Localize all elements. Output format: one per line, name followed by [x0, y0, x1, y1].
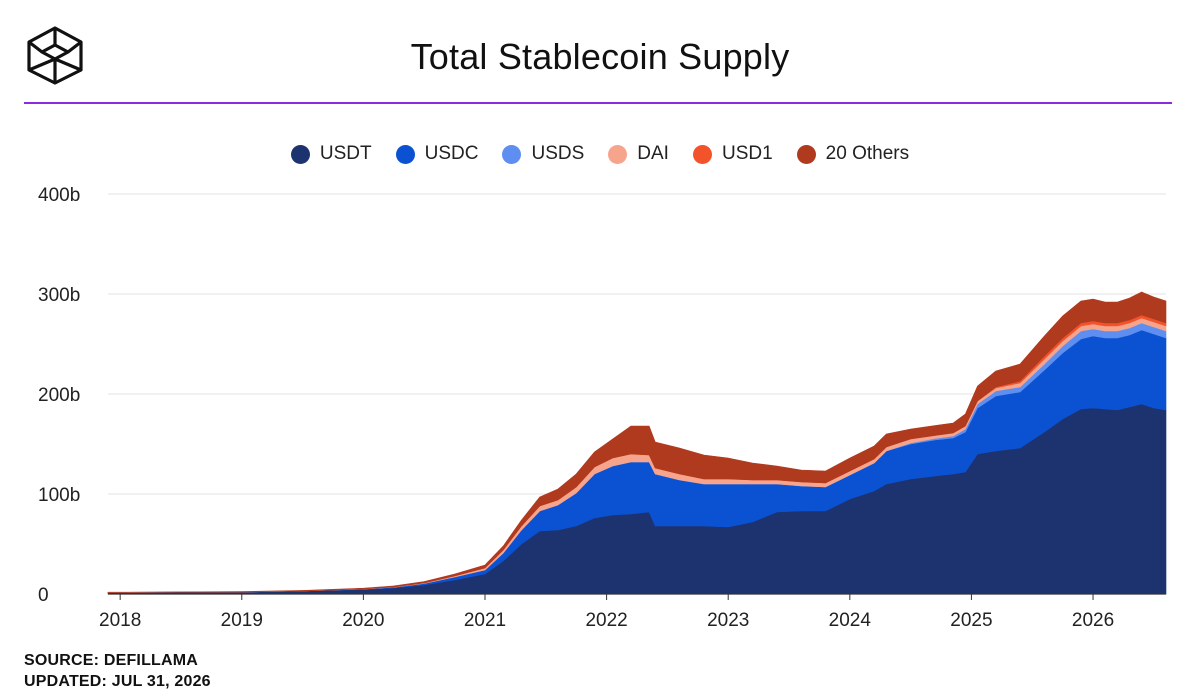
legend-label: DAI	[637, 143, 669, 164]
legend-item-usds: USDS	[502, 143, 584, 165]
x-tick-label: 2026	[1072, 610, 1114, 631]
stacked-area-chart: 0 100b 200b 300b 400b 2018 2019 2020 2021 2022 202…	[38, 185, 1167, 631]
x-tick-label: 2023	[707, 610, 749, 631]
legend-swatch	[692, 144, 712, 164]
y-tick-label: 300b	[38, 285, 80, 306]
header: Total Stablecoin Supply	[0, 0, 1200, 104]
x-tick-label: 2024	[829, 610, 872, 631]
legend-swatch	[502, 144, 522, 164]
legend-item-usdc: USDC	[395, 143, 479, 165]
x-tick-label: 2019	[221, 610, 263, 631]
chart-legend: USDT USDC USDS DAI USD1 20 Others	[0, 140, 1200, 168]
legend-item-20-others: 20 Others	[796, 143, 910, 165]
footer: SOURCE: DEFILLAMA UPDATED: JUL 31, 2026	[24, 650, 211, 692]
source-label: SOURCE: DEFILLAMA	[24, 652, 199, 669]
legend-label: USDS	[531, 143, 585, 164]
header-divider	[24, 102, 1172, 104]
cube-logo-icon	[27, 26, 83, 85]
x-tick-label: 2025	[950, 610, 992, 631]
legend-item-usdt: USDT	[290, 143, 372, 165]
y-tick-label: 100b	[38, 485, 80, 506]
x-tick-label: 2020	[342, 610, 384, 631]
updated-label: UPDATED: JUL 31, 2026	[24, 673, 211, 690]
x-tick-label: 2022	[585, 610, 627, 631]
legend-swatch	[290, 144, 310, 164]
chart-title: Total Stablecoin Supply	[410, 36, 790, 77]
legend-label: USD1	[721, 143, 773, 164]
y-tick-label: 200b	[38, 385, 80, 406]
legend-label: 20 Others	[825, 143, 910, 164]
x-tick-label: 2018	[99, 610, 141, 631]
legend-swatch	[608, 144, 628, 164]
y-tick-label: 400b	[38, 185, 80, 206]
legend-swatch	[796, 144, 816, 164]
legend-item-dai: DAI	[608, 143, 669, 165]
area-series-20-others	[107, 291, 1167, 593]
x-tick-label: 2021	[464, 610, 506, 631]
legend-label: USDC	[424, 143, 479, 164]
y-tick-label: 0	[38, 585, 49, 606]
legend-item-usd1: USD1	[692, 143, 773, 165]
legend-swatch	[395, 144, 415, 164]
legend-label: USDT	[319, 143, 372, 164]
